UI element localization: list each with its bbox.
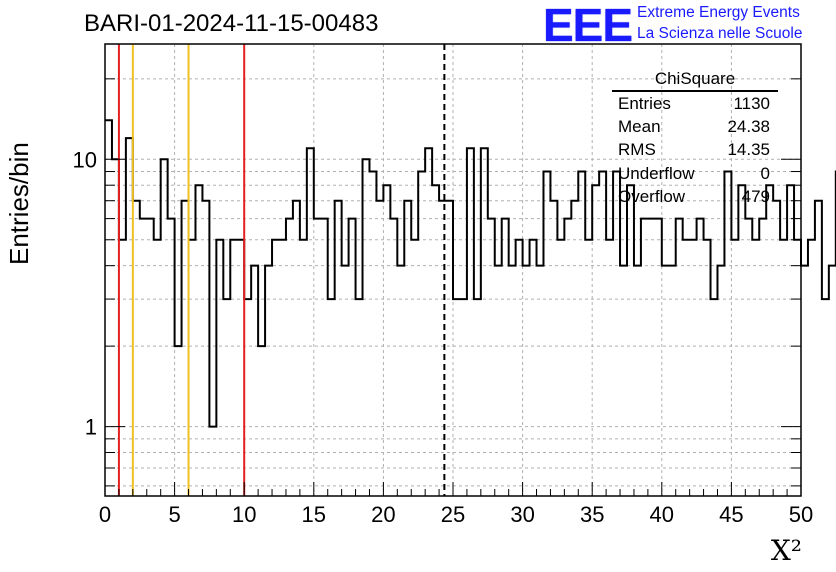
stats-box-title: ChiSquare xyxy=(612,68,778,92)
x-tick-label: 25 xyxy=(441,502,465,527)
stats-value: 14.35 xyxy=(727,140,770,160)
stats-row: Mean 24.38 xyxy=(612,115,778,138)
stats-value: 0 xyxy=(760,163,770,183)
stats-key: Entries xyxy=(618,94,671,113)
x-tick-label: 5 xyxy=(168,502,180,527)
stats-row: RMS 14.35 xyxy=(612,138,778,161)
logo-line-2: La Scienza nelle Scuole xyxy=(637,25,803,42)
x-tick-label: 0 xyxy=(99,502,111,527)
chart-title: BARI-01-2024-11-15-00483 xyxy=(84,10,379,37)
x-tick-label: 10 xyxy=(232,502,256,527)
stats-value: 479 xyxy=(741,186,770,206)
x-tick-label: 15 xyxy=(302,502,326,527)
x-tick-label: 30 xyxy=(510,502,534,527)
logo-line-1: Extreme Energy Events xyxy=(637,4,800,21)
y-tick-label: 1 xyxy=(85,415,97,440)
stats-key: Underflow xyxy=(618,163,695,183)
stats-box: ChiSquare Entries 1130 Mean 24.38 RMS 14.35 Un… xyxy=(612,68,778,208)
x-tick-label: 20 xyxy=(371,502,395,527)
x-tick-label: 45 xyxy=(719,502,743,527)
x-tick-label: 50 xyxy=(789,502,813,527)
x-tick-label: 40 xyxy=(650,502,674,527)
stats-key: Mean xyxy=(618,117,661,137)
x-axis-label: X² xyxy=(770,534,802,567)
eee-logo: EEE xyxy=(543,0,633,51)
stats-value: 1130 xyxy=(733,94,770,113)
stats-row: Entries 1130 xyxy=(612,92,778,115)
stats-value: 24.38 xyxy=(727,117,770,137)
stats-row: Overflow 479 xyxy=(612,185,778,208)
stats-row: Underflow 0 xyxy=(612,162,778,185)
stats-key: Overflow xyxy=(618,186,686,206)
x-tick-label: 35 xyxy=(580,502,604,527)
y-tick-label: 10 xyxy=(73,147,97,172)
stats-key: RMS xyxy=(618,140,656,160)
